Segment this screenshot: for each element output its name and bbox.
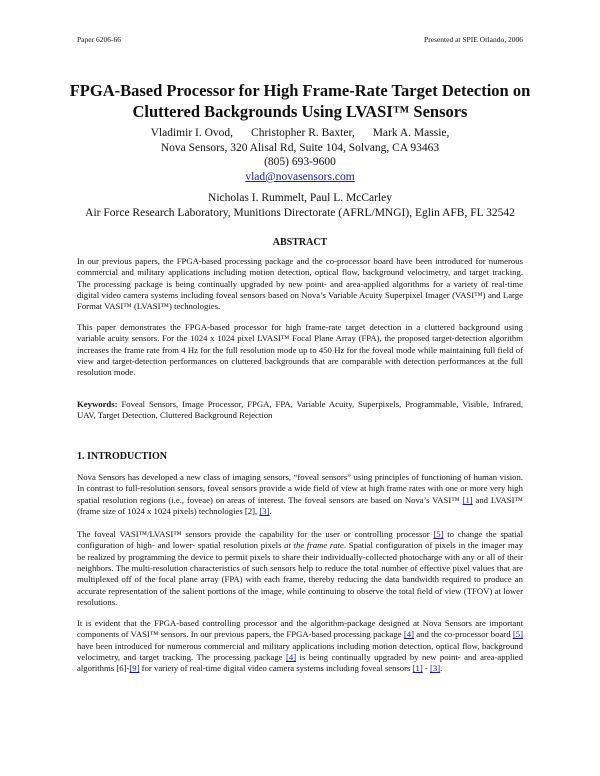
author-names: Nicholas I. Rummelt, Paul L. McCarley <box>208 192 392 204</box>
author: Vladimir I. Ovod, <box>150 127 234 139</box>
text-run: In our previous papers, the FPGA-based p… <box>77 256 523 312</box>
reference-link[interactable]: [3] <box>259 506 270 517</box>
paragraph: Keywords: Foveal Sensors, Image Processo… <box>77 399 523 422</box>
reference-link[interactable]: [4] <box>403 629 414 640</box>
reference-link[interactable]: [1] <box>462 494 473 505</box>
text-run: for variety of real-time digital video c… <box>139 663 413 674</box>
reference-link[interactable]: [3] <box>429 663 441 674</box>
reference-link[interactable]: [5] <box>512 629 523 640</box>
abstract-heading: ABSTRACT <box>272 237 328 248</box>
paragraph: It is evident that the FPGA-based contro… <box>77 618 523 675</box>
header-left: Paper 6206-66 <box>77 35 121 44</box>
author: Mark A. Massie, <box>372 127 450 139</box>
reference-link[interactable]: [5] <box>433 529 444 539</box>
text-run: This paper demonstrates the FPGA-based p… <box>77 322 523 378</box>
text-run: - <box>422 663 430 674</box>
paragraph: This paper demonstrates the FPGA-based p… <box>77 322 523 379</box>
text-run: It is evident that the FPGA-based contro… <box>77 618 523 640</box>
text-run: to change the spatial configuration of h… <box>77 529 523 551</box>
authors-2: Nicholas I. Rummelt, Paul L. McCarley Ai… <box>40 191 560 220</box>
text-run: . <box>269 506 272 517</box>
authors: Vladimir I. Ovod, Christopher R. Baxter, M… <box>40 126 560 184</box>
reference-link[interactable]: [1] <box>412 663 423 674</box>
text-run: at the frame rate <box>284 540 344 551</box>
paragraph: Nova Sensors has developed a new class o… <box>77 472 523 517</box>
text-run: Foveal Sensors, Image Processor, FPGA, F… <box>77 399 523 421</box>
paragraph: In our previous papers, the FPGA-based p… <box>77 256 523 313</box>
title-line: FPGA-Based Processor for High Frame-Rate… <box>69 81 531 100</box>
text-run: Nova Sensors has developed a new class o… <box>77 472 523 505</box>
email-link[interactable]: vlad@novasensors.com <box>245 170 355 183</box>
author-names: Vladimir I. Ovod, Christopher R. Baxter, M… <box>40 126 560 141</box>
reference-link[interactable]: [4] <box>285 652 297 663</box>
title-line: Cluttered Backgrounds Using LVASI™ Senso… <box>132 102 468 121</box>
text-run: is being continually upgraded by new poi… <box>77 652 523 674</box>
text-run: The foveal VASI™/LVASI™ sensors provide … <box>77 529 434 539</box>
reference-link[interactable]: [9] <box>129 663 140 674</box>
phone: (805) 693-9600 <box>264 156 336 169</box>
text-run: . <box>440 663 443 674</box>
header-right: Presented at SPIE Orlando, 2006 <box>424 35 523 44</box>
text-run: Keywords: <box>77 399 118 409</box>
text-run: and LVASI™ (frame size of 1024 x 1024 pi… <box>77 494 523 517</box>
section-heading: 1. INTRODUCTION <box>77 451 168 462</box>
text-run: have been introduced for numerous commer… <box>77 640 523 663</box>
text-run: and the co-processor board <box>414 629 513 640</box>
author: Christopher R. Baxter, <box>251 127 355 139</box>
title: FPGA-Based Processor for High Frame-Rate… <box>60 80 540 122</box>
affiliation: Nova Sensors, 320 Alisal Rd, Suite 104, … <box>160 141 440 154</box>
affiliation: Air Force Research Laboratory, Munitions… <box>85 206 515 219</box>
paragraph: The foveal VASI™/LVASI™ sensors provide … <box>77 529 523 608</box>
text-run: . Spatial configuration of pixels in the… <box>77 540 524 608</box>
